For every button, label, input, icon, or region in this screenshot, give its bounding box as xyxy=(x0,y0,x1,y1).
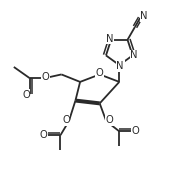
Text: O: O xyxy=(96,68,104,78)
Text: N: N xyxy=(116,61,124,71)
Text: O: O xyxy=(22,90,30,100)
Text: O: O xyxy=(42,72,49,82)
Text: O: O xyxy=(62,115,70,125)
Text: O: O xyxy=(39,130,47,140)
Text: N: N xyxy=(141,11,148,22)
Text: N: N xyxy=(106,34,114,44)
Text: O: O xyxy=(132,126,140,136)
Text: O: O xyxy=(105,115,113,125)
Text: N: N xyxy=(130,50,138,60)
